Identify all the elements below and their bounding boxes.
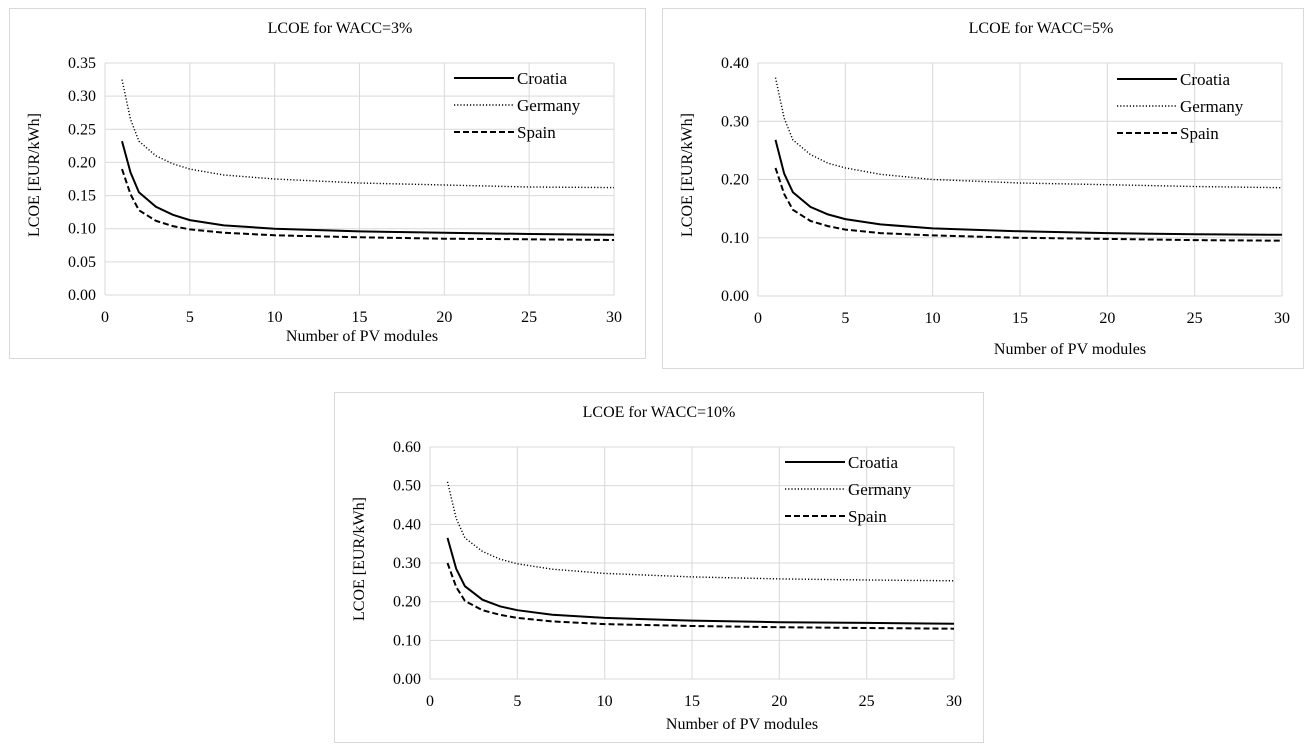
y-tick-label: 0.10 xyxy=(393,632,421,649)
x-tick-label: 5 xyxy=(186,309,194,326)
series-line-croatia xyxy=(446,537,955,625)
x-tick-label: 15 xyxy=(1012,310,1028,327)
y-axis-title: LCOE [EUR/kWh] xyxy=(679,113,696,237)
x-tick-label: 0 xyxy=(426,693,434,710)
x-tick-label: 10 xyxy=(267,309,283,326)
y-axis-title: LCOE [EUR/kWh] xyxy=(26,113,43,237)
y-tick-label: 0.40 xyxy=(721,55,749,72)
series-line-spain xyxy=(446,562,955,630)
line-chart-wacc-10: 0.00 0.10 0.20 0.30 0.40 0.50 0.60 0 5 10 15 20 25 30… xyxy=(351,404,962,733)
y-tick-label: 0.20 xyxy=(68,154,96,171)
y-tick-label: 0.60 xyxy=(393,439,421,456)
x-tick-label: 25 xyxy=(859,693,875,710)
x-tick-label: 10 xyxy=(925,310,941,327)
x-tick-label: 10 xyxy=(597,693,613,710)
x-tick-label: 15 xyxy=(684,693,700,710)
y-tick-label: 0.00 xyxy=(721,288,749,305)
x-tick-label: 30 xyxy=(1274,310,1290,327)
legend-label-croatia: Croatia xyxy=(517,69,567,88)
x-tick-label: 5 xyxy=(513,693,521,710)
chart-title: LCOE for WACC=3% xyxy=(268,20,413,37)
series-line-spain xyxy=(121,168,615,241)
x-axis-title: Number of PV modules xyxy=(994,341,1146,358)
y-tick-label: 0.35 xyxy=(68,55,96,72)
chart-panel-wacc-3: 0.00 0.05 0.10 0.15 0.20 0.25 0.30 0.35 0 5 10 15 20… xyxy=(9,8,646,359)
y-axis-title: LCOE [EUR/kWh] xyxy=(351,497,368,621)
chart-title: LCOE for WACC=10% xyxy=(583,404,736,421)
legend-label-germany: Germany xyxy=(848,480,912,499)
y-tick-label: 0.05 xyxy=(68,254,96,271)
x-tick-label: 20 xyxy=(1099,310,1115,327)
series-line-germany xyxy=(446,481,955,582)
legend-label-spain: Spain xyxy=(1180,124,1219,143)
x-tick-label: 5 xyxy=(841,310,849,327)
y-tick-label: 0.30 xyxy=(393,555,421,572)
x-axis-title: Number of PV modules xyxy=(286,328,438,345)
y-tick-label: 0.00 xyxy=(393,671,421,688)
y-tick-label: 0.10 xyxy=(68,221,96,238)
x-tick-label: 15 xyxy=(352,309,368,326)
y-tick-label: 0.50 xyxy=(393,478,421,495)
chart-panel-wacc-5: 0.00 0.10 0.20 0.30 0.40 0 5 10 15 20 25 30 LCOE for… xyxy=(662,8,1304,369)
x-tick-label: 25 xyxy=(1187,310,1203,327)
chart-title: LCOE for WACC=5% xyxy=(969,20,1114,37)
y-tick-label: 0.15 xyxy=(68,188,96,205)
line-chart-wacc-5: 0.00 0.10 0.20 0.30 0.40 0 5 10 15 20 25 30 LCOE for… xyxy=(679,20,1290,358)
x-tick-label: 30 xyxy=(946,693,962,710)
legend-label-spain: Spain xyxy=(517,123,556,142)
x-tick-label: 30 xyxy=(606,309,622,326)
x-tick-label: 25 xyxy=(521,309,537,326)
legend-label-spain: Spain xyxy=(848,507,887,526)
series-line-spain xyxy=(774,167,1283,242)
line-chart-wacc-3: 0.00 0.05 0.10 0.15 0.20 0.25 0.30 0.35 0 5 10 15 20… xyxy=(26,20,622,345)
chart-panel-wacc-10: 0.00 0.10 0.20 0.30 0.40 0.50 0.60 0 5 10 15 20 25 30… xyxy=(334,392,984,743)
x-tick-label: 0 xyxy=(754,310,762,327)
legend-label-croatia: Croatia xyxy=(848,453,898,472)
y-tick-label: 0.20 xyxy=(721,172,749,189)
series-line-croatia xyxy=(774,139,1283,236)
x-tick-label: 20 xyxy=(436,309,452,326)
y-tick-label: 0.25 xyxy=(68,121,96,138)
y-tick-label: 0.00 xyxy=(68,287,96,304)
legend-label-germany: Germany xyxy=(1180,97,1244,116)
series-line-croatia xyxy=(121,140,615,236)
y-tick-label: 0.20 xyxy=(393,594,421,611)
y-tick-label: 0.40 xyxy=(393,516,421,533)
legend-label-croatia: Croatia xyxy=(1180,70,1230,89)
legend-label-germany: Germany xyxy=(517,96,581,115)
x-tick-label: 0 xyxy=(101,309,109,326)
x-tick-label: 20 xyxy=(771,693,787,710)
x-axis-title: Number of PV modules xyxy=(666,716,818,733)
y-tick-label: 0.10 xyxy=(721,230,749,247)
y-tick-label: 0.30 xyxy=(68,88,96,105)
series-line-germany xyxy=(774,77,1283,189)
y-tick-label: 0.30 xyxy=(721,113,749,130)
